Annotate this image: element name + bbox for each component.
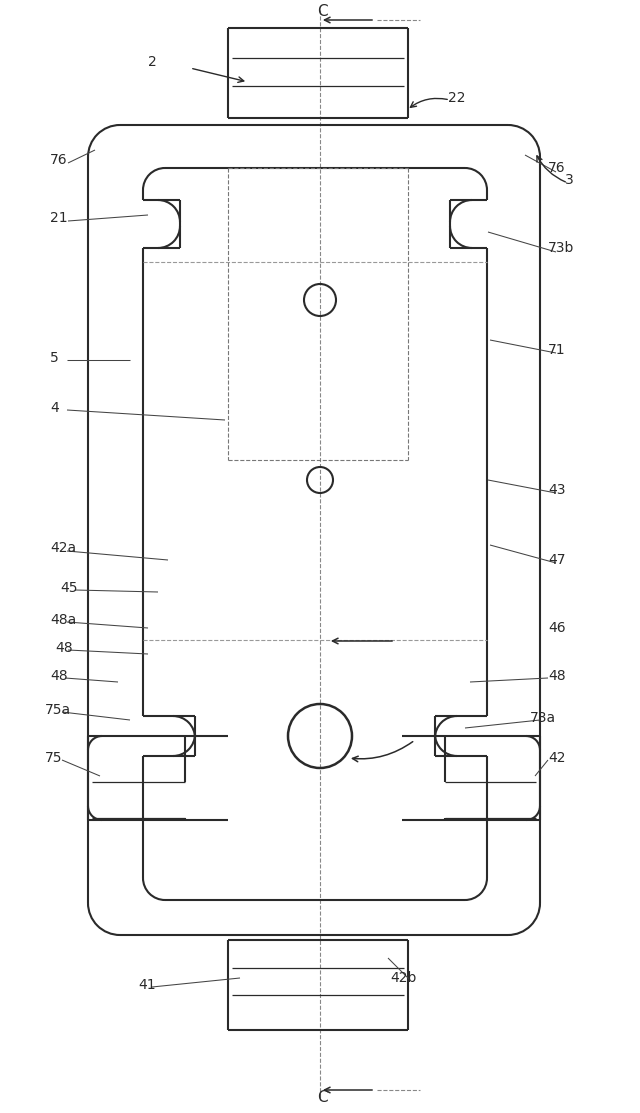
- Text: 48: 48: [55, 641, 72, 654]
- Text: 42a: 42a: [50, 541, 76, 555]
- Text: 43: 43: [548, 483, 566, 498]
- Text: 48: 48: [548, 669, 566, 683]
- Text: 45: 45: [60, 581, 77, 595]
- Text: 42b: 42b: [390, 971, 417, 985]
- Text: 22: 22: [448, 91, 465, 105]
- Text: 76: 76: [50, 152, 68, 167]
- Text: 47: 47: [548, 553, 566, 567]
- Text: C: C: [317, 4, 327, 20]
- Text: 71: 71: [548, 343, 566, 357]
- Text: 76: 76: [548, 161, 566, 175]
- Text: C: C: [317, 1091, 327, 1105]
- Text: 42: 42: [548, 751, 566, 765]
- Text: 75: 75: [45, 751, 63, 765]
- Text: 5: 5: [50, 351, 59, 365]
- Text: 73a: 73a: [530, 711, 556, 725]
- Text: 75a: 75a: [45, 703, 71, 717]
- Text: 73b: 73b: [548, 242, 574, 255]
- Text: 41: 41: [138, 978, 156, 992]
- Text: 21: 21: [50, 211, 68, 225]
- Text: 4: 4: [50, 401, 59, 415]
- Text: 2: 2: [148, 55, 157, 69]
- Text: 3: 3: [565, 173, 573, 187]
- Text: 48a: 48a: [50, 613, 76, 627]
- Text: 46: 46: [548, 621, 566, 636]
- Text: 48: 48: [50, 669, 68, 683]
